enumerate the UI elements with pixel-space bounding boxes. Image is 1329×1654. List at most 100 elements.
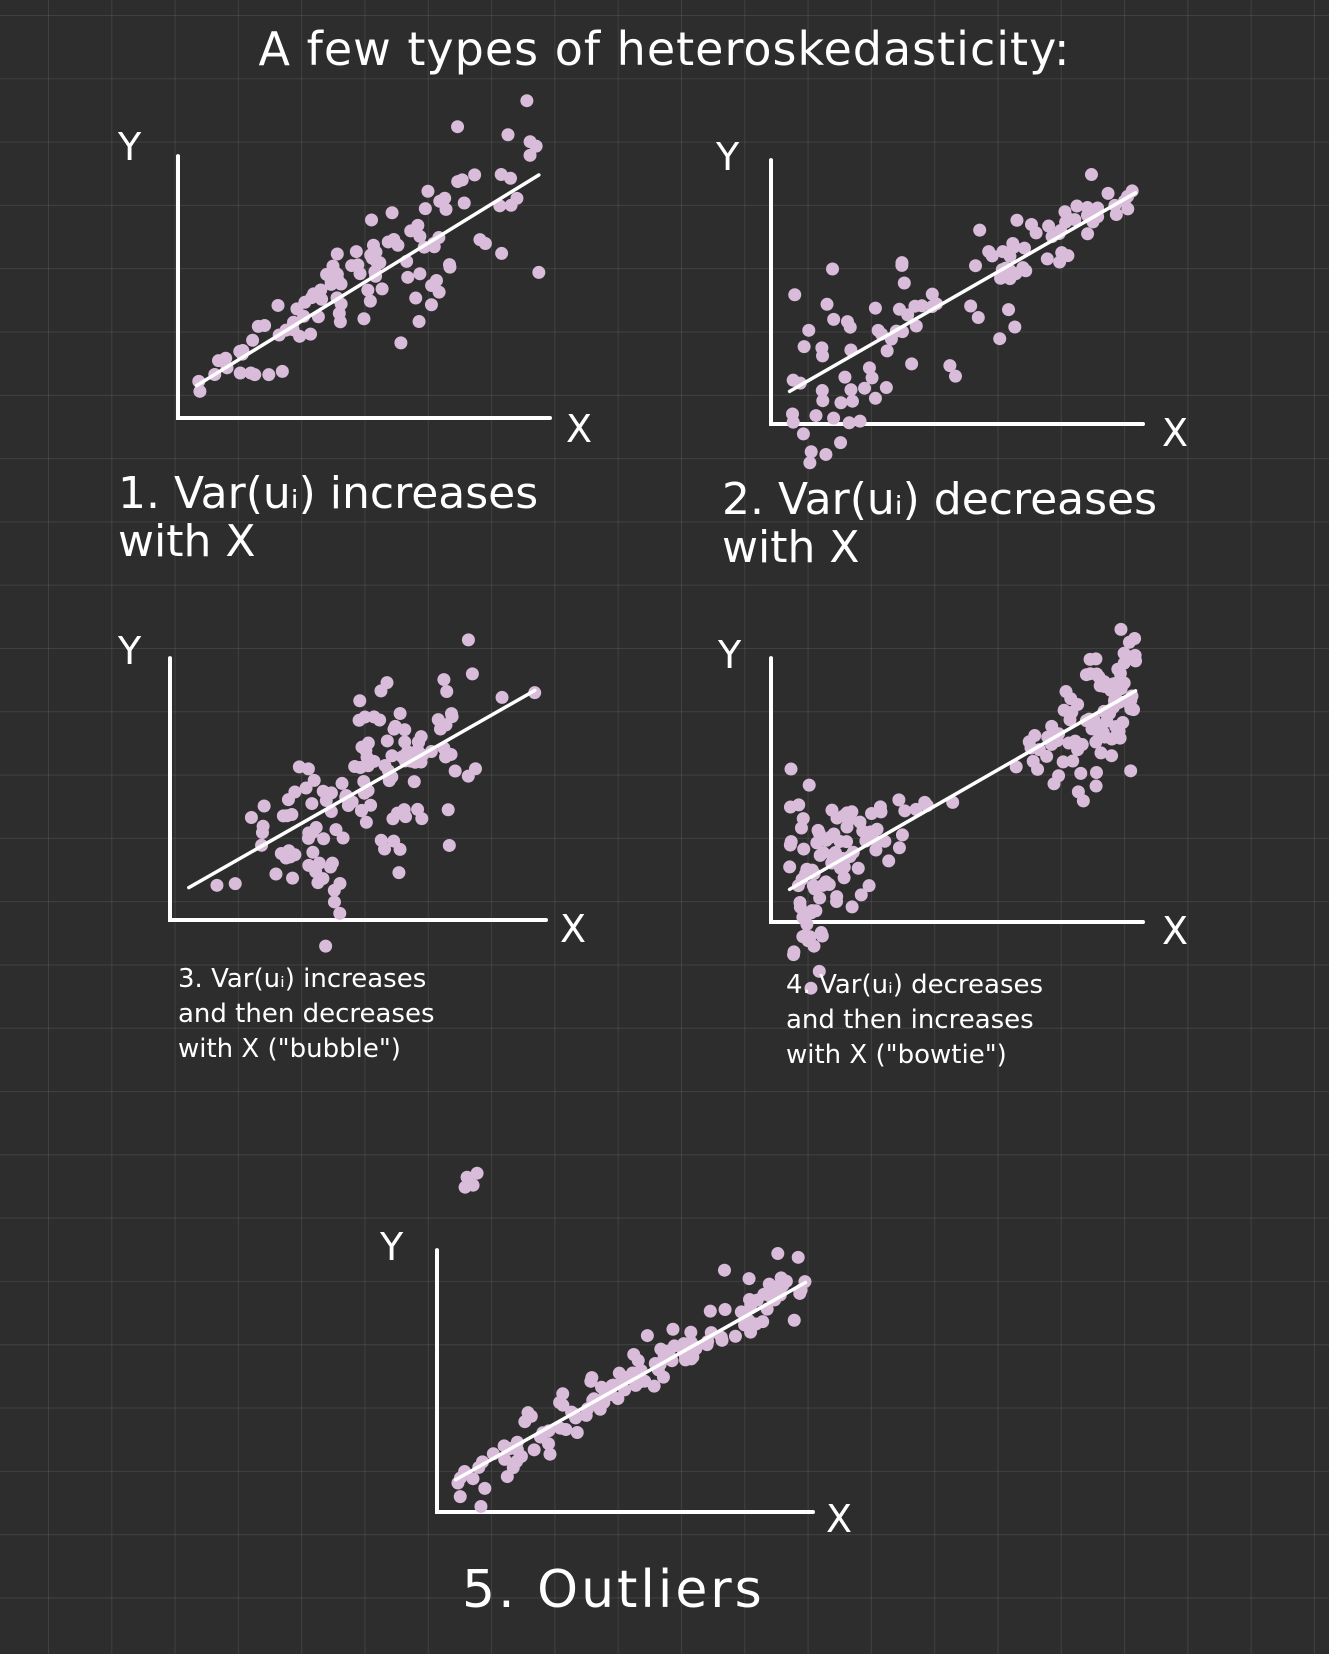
- data-point: [302, 858, 316, 872]
- x-axis-label-2: X: [1162, 411, 1189, 455]
- data-point: [750, 1293, 764, 1307]
- data-point: [895, 828, 909, 842]
- data-point: [319, 939, 333, 953]
- data-point: [1110, 676, 1124, 690]
- data-point: [1040, 252, 1054, 266]
- data-point: [810, 836, 824, 850]
- data-point: [1081, 227, 1095, 241]
- data-point: [854, 888, 868, 902]
- data-point: [374, 833, 388, 847]
- data-point: [820, 297, 834, 311]
- data-point: [1062, 212, 1076, 226]
- data-point: [361, 283, 375, 297]
- data-point: [390, 806, 404, 820]
- data-point: [279, 851, 293, 865]
- data-point: [862, 879, 876, 893]
- data-point: [793, 1286, 807, 1300]
- data-point: [806, 879, 820, 893]
- data-point: [718, 1302, 732, 1316]
- data-point: [305, 797, 319, 811]
- data-point: [1089, 779, 1103, 793]
- data-point: [518, 1415, 532, 1429]
- data-point: [333, 315, 347, 329]
- data-point: [429, 274, 443, 288]
- data-point: [811, 823, 825, 837]
- data-point: [271, 298, 285, 312]
- data-point: [1076, 794, 1090, 808]
- data-point: [506, 1461, 520, 1475]
- data-point: [714, 1330, 728, 1344]
- data-point: [465, 667, 479, 681]
- data-point: [1089, 718, 1103, 732]
- data-point: [251, 319, 265, 333]
- data-point: [804, 445, 818, 459]
- data-point: [816, 846, 830, 860]
- data-point: [1103, 706, 1117, 720]
- data-point: [783, 860, 797, 874]
- data-point: [256, 819, 270, 833]
- axes-4: [769, 656, 1145, 924]
- data-point: [1124, 764, 1138, 778]
- data-point: [304, 327, 318, 341]
- data-point: [809, 409, 823, 423]
- data-point: [813, 891, 827, 905]
- data-point: [433, 194, 447, 208]
- data-point: [873, 800, 887, 814]
- data-point: [570, 1425, 584, 1439]
- data-point: [453, 1490, 467, 1504]
- data-point: [393, 842, 407, 856]
- data-point: [219, 351, 233, 365]
- data-point: [964, 299, 978, 313]
- data-point: [281, 793, 295, 807]
- data-point: [666, 1322, 680, 1336]
- data-point: [325, 856, 339, 870]
- data-point: [327, 895, 341, 909]
- data-point: [286, 871, 300, 885]
- data-point: [868, 301, 882, 315]
- data-point: [993, 332, 1007, 346]
- data-point: [441, 803, 455, 817]
- data-point: [457, 196, 471, 210]
- data-point: [293, 329, 307, 343]
- data-point: [1105, 749, 1119, 763]
- data-point: [943, 359, 957, 373]
- data-point: [973, 223, 987, 237]
- data-point: [311, 876, 325, 890]
- data-point: [1019, 264, 1033, 278]
- data-point: [788, 288, 802, 302]
- data-point: [1090, 667, 1104, 681]
- data-point: [352, 713, 366, 727]
- data-point: [585, 1371, 599, 1385]
- data-point: [838, 370, 852, 384]
- axes-5: [435, 1248, 815, 1514]
- data-point: [868, 391, 882, 405]
- data-point: [744, 1325, 758, 1339]
- data-point: [244, 366, 258, 380]
- data-point: [840, 315, 854, 329]
- data-point: [1129, 654, 1143, 668]
- data-point: [892, 841, 906, 855]
- data-point: [455, 173, 469, 187]
- data-point: [292, 760, 306, 774]
- data-point: [771, 1247, 785, 1261]
- data-point: [871, 323, 885, 337]
- data-point: [1028, 729, 1042, 743]
- data-point: [257, 799, 271, 813]
- data-point: [819, 875, 833, 889]
- data-point: [312, 856, 326, 870]
- data-point: [468, 168, 482, 182]
- data-point: [529, 139, 543, 153]
- data-point: [844, 383, 858, 397]
- data-point: [1083, 652, 1097, 666]
- data-point: [559, 1422, 573, 1436]
- data-point: [385, 206, 399, 220]
- data-point: [503, 171, 517, 185]
- data-point: [816, 394, 830, 408]
- data-point: [678, 1353, 692, 1367]
- data-point: [1059, 685, 1073, 699]
- data-point: [414, 730, 428, 744]
- data-point: [1057, 703, 1071, 717]
- data-point: [862, 361, 876, 375]
